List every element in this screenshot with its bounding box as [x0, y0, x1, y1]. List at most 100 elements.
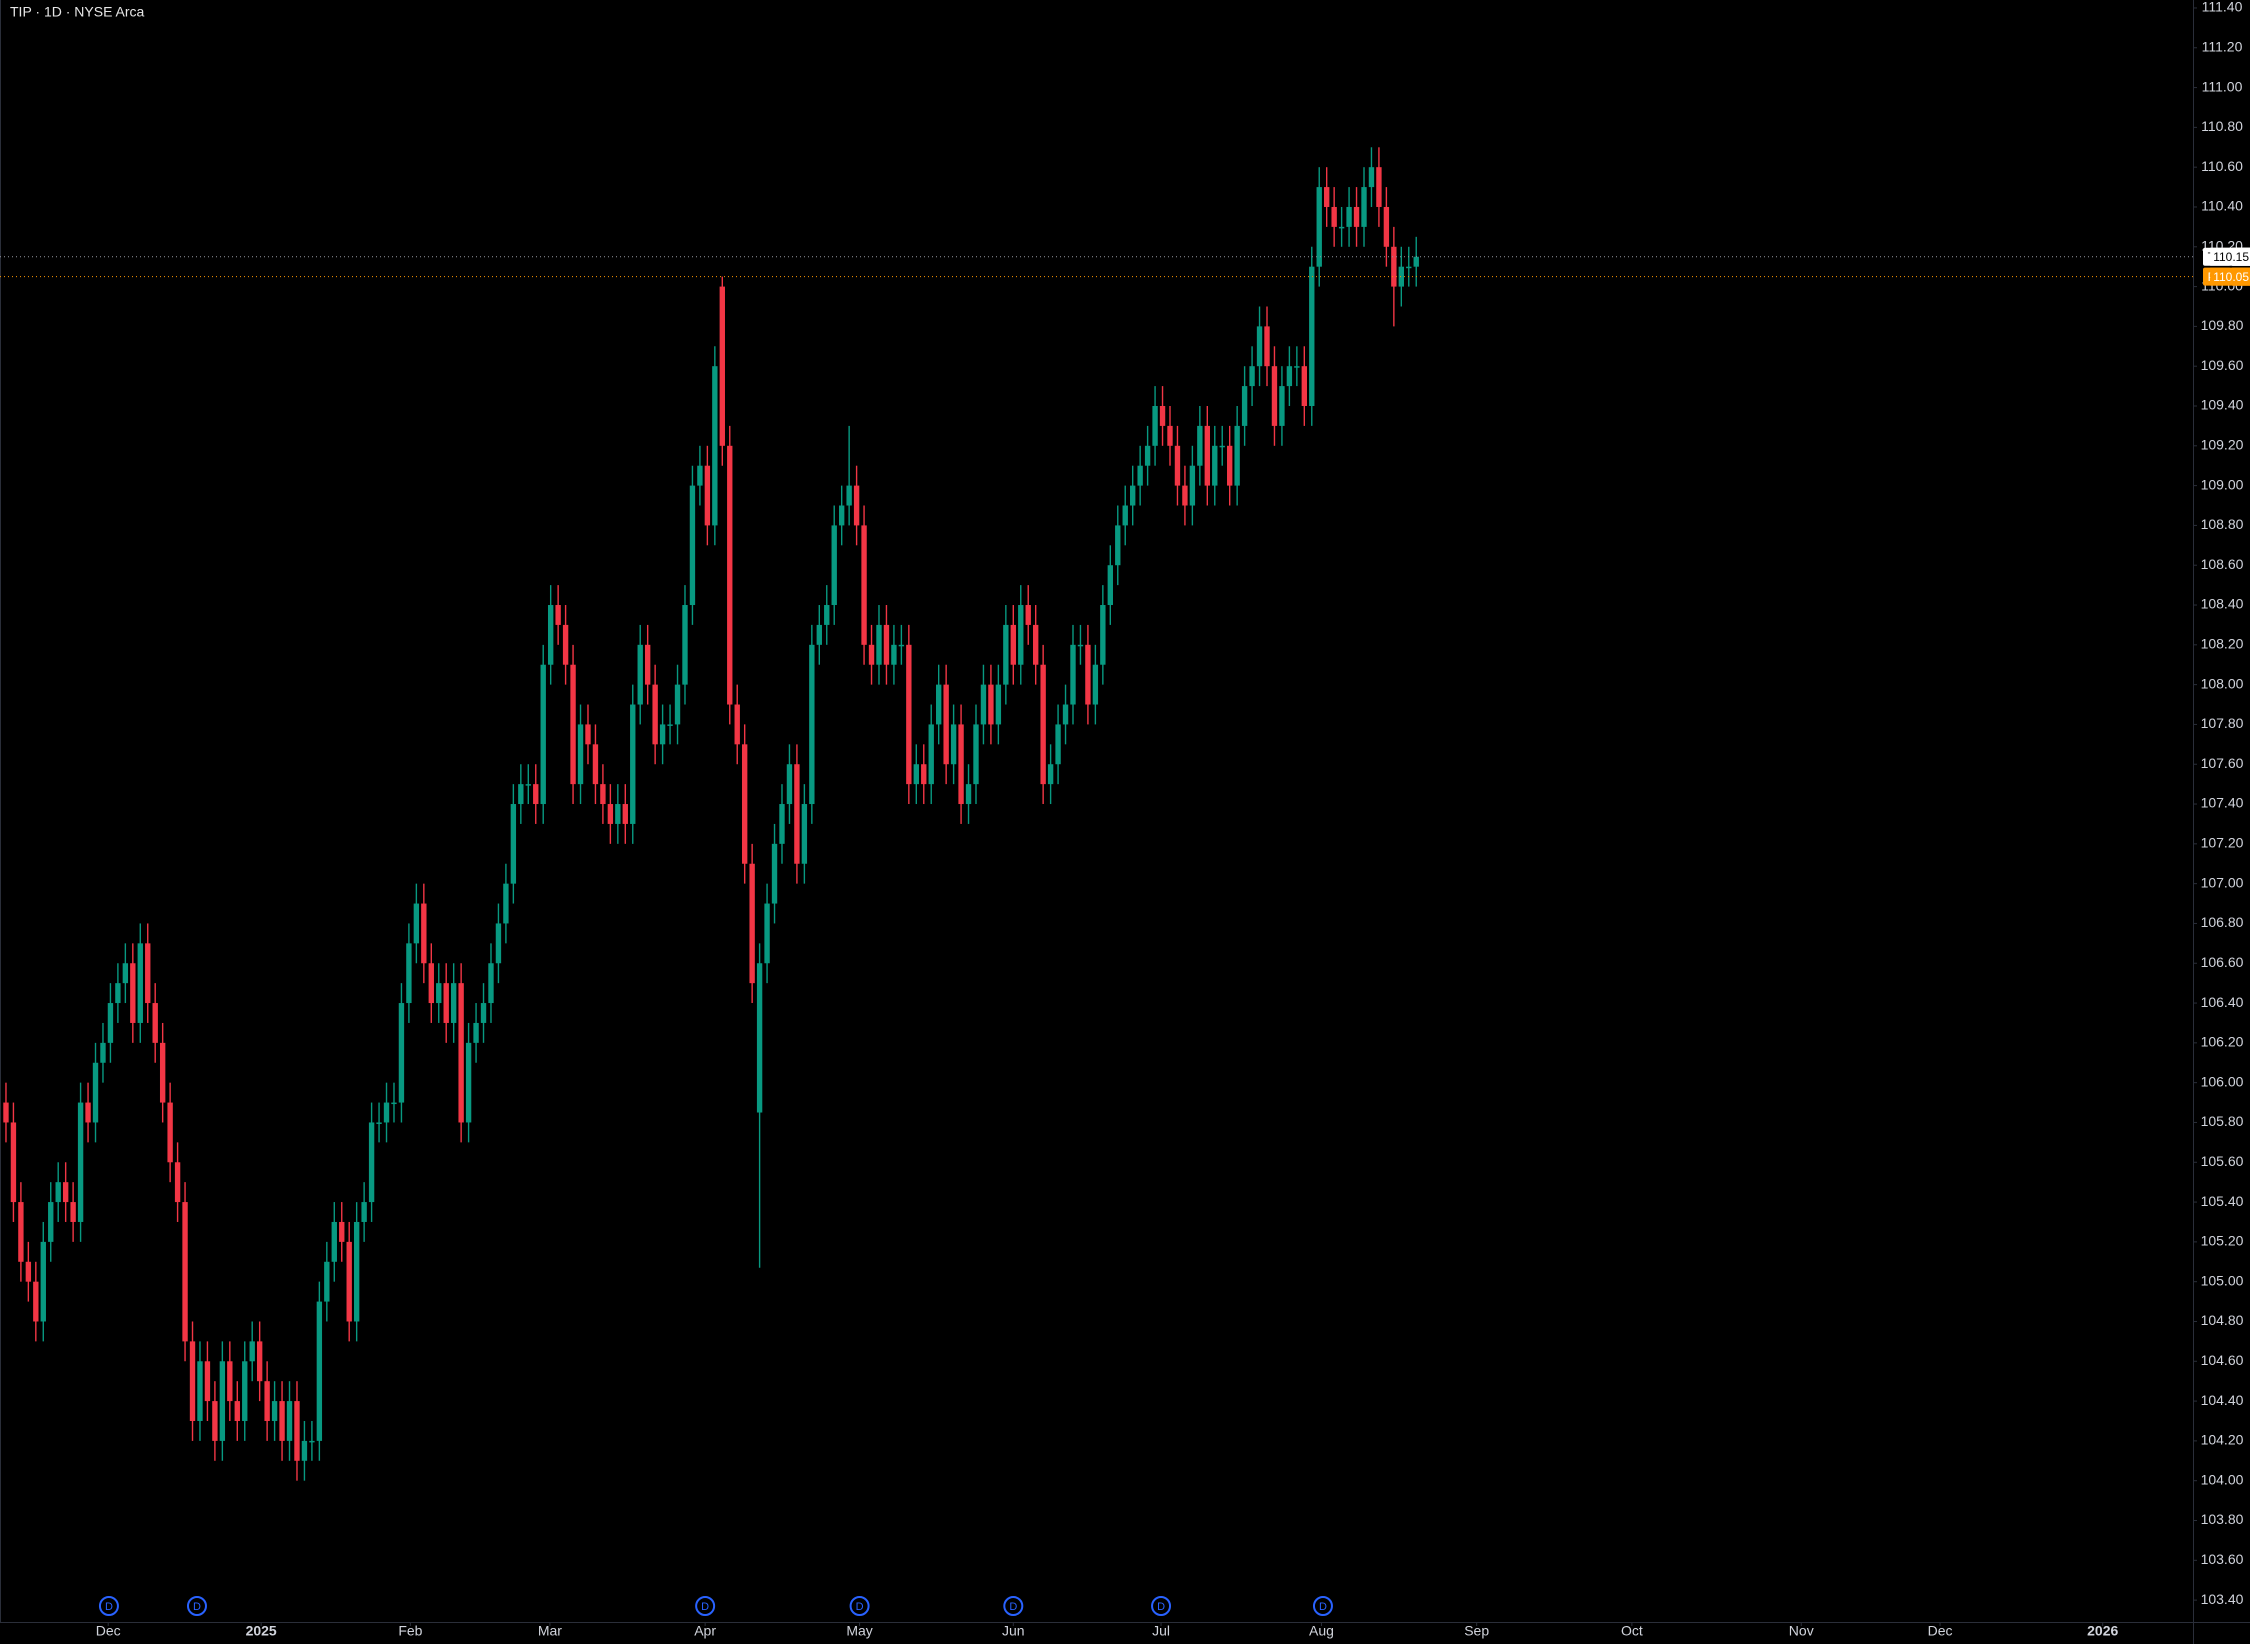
dividend-label: D — [1319, 1601, 1327, 1613]
x-tick-label: Apr — [694, 1623, 716, 1639]
candle-body — [428, 963, 434, 1004]
candle-body — [339, 1221, 345, 1242]
candle-body — [719, 286, 725, 446]
dividend-marker — [1151, 1596, 1172, 1616]
candle-body — [1055, 724, 1061, 765]
candle-body — [1003, 624, 1009, 685]
y-tick-label: 105.80 — [2201, 1113, 2244, 1129]
candle-body — [309, 1440, 315, 1443]
candle-body — [1331, 206, 1337, 227]
candle-body — [562, 624, 569, 665]
candle-body — [204, 1361, 211, 1402]
y-tick-label: 104.80 — [2201, 1312, 2244, 1328]
y-tick-label: 104.60 — [2201, 1352, 2244, 1368]
candle-body — [1241, 386, 1248, 426]
candle-body — [346, 1241, 352, 1322]
candle-body — [988, 684, 994, 725]
candle-body — [674, 684, 681, 725]
dividend-label: D — [193, 1601, 201, 1613]
y-tick-label: 110.80 — [2201, 118, 2243, 134]
candle-body — [906, 644, 912, 785]
candle-body — [1159, 405, 1166, 426]
y-tick-label: 111.20 — [2202, 38, 2243, 54]
y-tick-label: 104.20 — [2201, 1432, 2244, 1448]
candle-body — [1152, 405, 1158, 446]
candle-body — [1249, 366, 1255, 387]
y-tick-label: 107.40 — [2201, 795, 2244, 811]
candle-body — [1040, 664, 1046, 785]
x-tick-label: Jul — [1152, 1623, 1170, 1639]
dividend-marker — [849, 1596, 870, 1616]
y-tick-label: 109.00 — [2201, 476, 2244, 492]
y-tick-label: 111.40 — [2202, 0, 2243, 15]
y-tick-label: 108.60 — [2201, 556, 2244, 572]
y-tick-label: 109.40 — [2201, 397, 2244, 413]
candle-body — [480, 1003, 487, 1023]
candle-body — [167, 1102, 173, 1163]
candle-body — [324, 1261, 330, 1302]
price-value: 110.15 — [2213, 250, 2249, 264]
candle-body — [92, 1062, 99, 1123]
candle-body — [301, 1440, 308, 1461]
candle-body — [1092, 664, 1099, 705]
candle-body — [1167, 425, 1173, 446]
candle-body — [1107, 565, 1113, 606]
x-tick-label: Mar — [538, 1623, 562, 1639]
candle-body — [249, 1341, 255, 1362]
candle-body — [1309, 266, 1315, 406]
candle-body — [1376, 167, 1382, 207]
candle-body — [555, 605, 561, 625]
y-tick-label: 110.40 — [2201, 198, 2243, 214]
candle-body — [868, 644, 875, 665]
candle-body — [756, 963, 763, 1113]
candle-body — [130, 963, 136, 1023]
candle-body — [316, 1301, 323, 1441]
candle-body — [443, 983, 449, 1023]
price-value-full — [2210, 247, 2250, 266]
candle-body — [1070, 644, 1076, 705]
candle-body — [682, 605, 688, 685]
x-tick-label: Jun — [1002, 1623, 1025, 1639]
y-tick-label: 109.80 — [2201, 317, 2244, 333]
candle-body — [1279, 386, 1285, 426]
candle-body — [421, 903, 427, 964]
candle-body — [1234, 425, 1240, 486]
candle-body — [40, 1241, 46, 1322]
x-tick-label: 2025 — [246, 1623, 277, 1639]
y-tick-label: 105.60 — [2201, 1153, 2244, 1169]
candle-body — [644, 644, 651, 685]
candle-body — [525, 784, 531, 786]
y-tick-label: 105.00 — [2201, 1272, 2244, 1288]
candle-body — [1294, 366, 1300, 368]
dividend-marker — [1312, 1596, 1333, 1616]
candle-body — [771, 843, 778, 904]
dividend-marker — [186, 1596, 207, 1616]
candle-body — [861, 525, 867, 645]
y-tick-label: 109.20 — [2201, 437, 2244, 453]
candle-body — [518, 784, 524, 805]
candle-body — [33, 1281, 39, 1322]
candle-body — [764, 903, 770, 964]
candle-body — [980, 684, 987, 725]
y-tick-label: 107.00 — [2201, 874, 2244, 890]
candle-body — [1353, 206, 1360, 227]
candle-body — [510, 804, 517, 884]
candle-body — [1182, 485, 1188, 506]
candle-body — [286, 1401, 293, 1441]
candle-body — [279, 1401, 285, 1441]
candle-body — [488, 963, 494, 1004]
candle-body — [1212, 445, 1218, 486]
y-tick-label: 106.20 — [2201, 1034, 2244, 1050]
candle-body — [727, 445, 733, 705]
y-tick-label: 108.80 — [2201, 516, 2244, 532]
candle-body — [1010, 624, 1016, 665]
candle-body — [898, 644, 905, 647]
candle-body — [376, 1122, 382, 1124]
candle-body — [577, 724, 584, 785]
candle-body — [950, 724, 957, 765]
y-tick-label: 103.40 — [2201, 1591, 2244, 1607]
candle-body — [227, 1361, 233, 1402]
candle-body — [921, 764, 927, 785]
